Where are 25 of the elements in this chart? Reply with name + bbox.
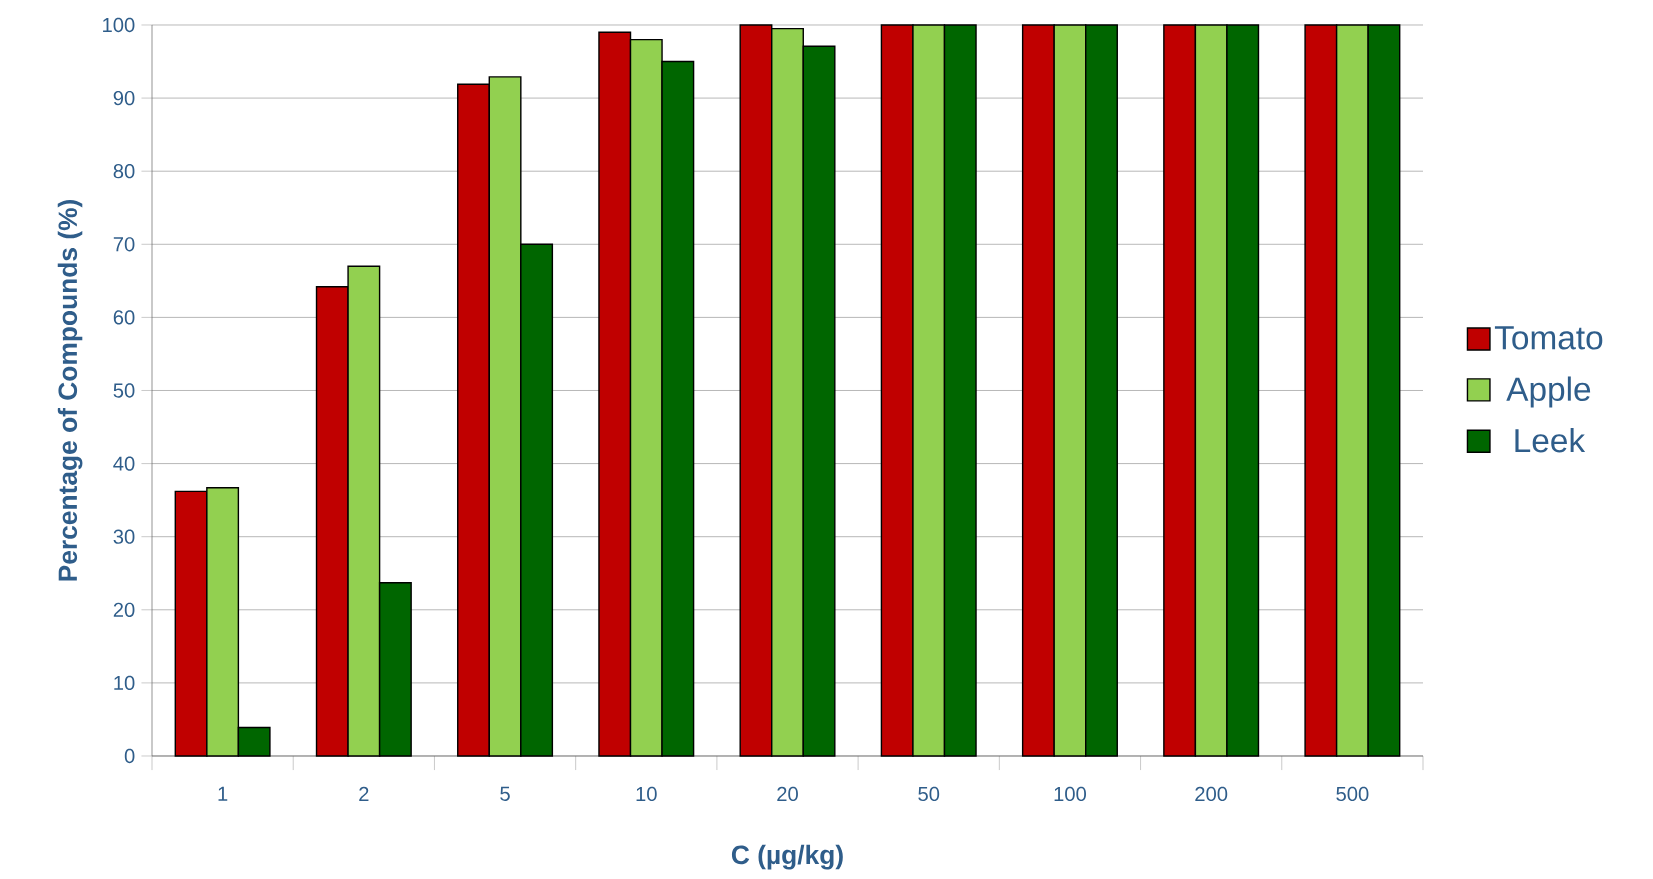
y-tick-label: 70 <box>113 237 135 252</box>
x-tick-label: 500 <box>1336 786 1369 802</box>
y-tick-label: 40 <box>113 456 135 471</box>
x-axis-title: C (µg/kg) <box>731 844 843 870</box>
legend-label: Tomato <box>1494 326 1603 350</box>
y-tick-label: 60 <box>113 310 135 325</box>
x-tick-label: 200 <box>1195 786 1228 802</box>
x-tick-label: 1 <box>218 786 228 801</box>
y-axis-title: Percentage of Compounds (%) <box>57 199 83 581</box>
y-tick-label: 90 <box>113 90 135 106</box>
legend-label: Leek <box>1515 427 1586 453</box>
x-tick-label: 2 <box>359 786 369 801</box>
y-tick-label: 10 <box>114 675 135 691</box>
x-tick-label: 20 <box>777 786 798 802</box>
y-tick-label: 100 <box>103 17 135 33</box>
y-tick-label: 80 <box>113 164 135 179</box>
x-tick-label: 10 <box>636 786 657 802</box>
y-tick-label: 50 <box>113 383 135 398</box>
legend-label: Apple <box>1506 376 1591 408</box>
x-tick-label: 100 <box>1054 786 1086 802</box>
x-tick-label: 5 <box>500 786 510 801</box>
x-tick-label: 50 <box>918 786 940 802</box>
y-tick-label: 20 <box>113 602 135 617</box>
y-tick-label: 30 <box>113 529 135 544</box>
y-tick-label: 0 <box>124 748 135 764</box>
